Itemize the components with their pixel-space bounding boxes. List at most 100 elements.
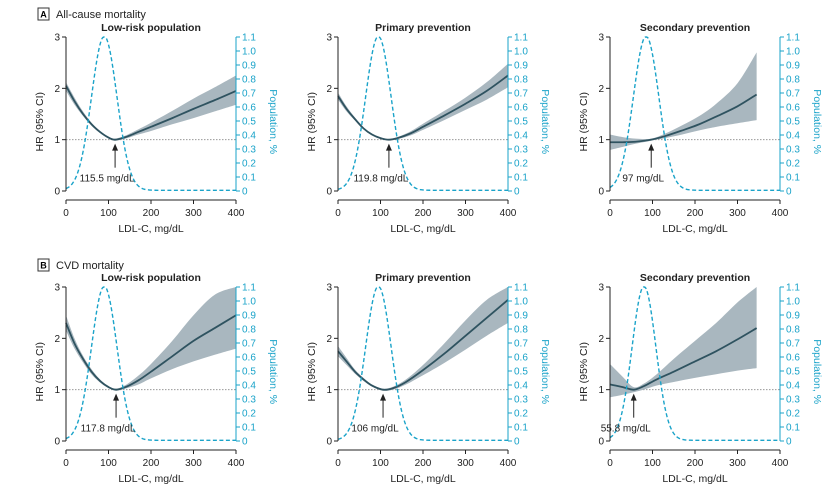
- y-tick-label: 0: [598, 187, 604, 198]
- y2-tick-label: 0.8: [786, 325, 800, 336]
- y-axis-title: HR (95% CI): [34, 342, 46, 402]
- y2-tick-label: 0.7: [786, 339, 800, 350]
- y2-tick-label: 0.9: [786, 61, 800, 72]
- y-tick-label: 2: [598, 84, 604, 95]
- y2-tick-label: 1.0: [786, 297, 800, 308]
- x-tick-label: 100: [100, 458, 117, 469]
- y2-tick-label: 0.5: [242, 367, 256, 378]
- x-tick-label: 0: [335, 458, 341, 469]
- x-tick-label: 300: [457, 208, 474, 219]
- x-tick-label: 0: [63, 458, 69, 469]
- x-tick-label: 100: [372, 208, 389, 219]
- y-axis-title: HR (95% CI): [578, 92, 590, 152]
- nadir-annotation: 97 mg/dL: [622, 174, 664, 185]
- hr-line: [609, 327, 758, 391]
- x-tick-label: 300: [729, 208, 746, 219]
- y2-tick-label: 0: [786, 437, 792, 448]
- y2-tick-label: 0.7: [514, 89, 528, 100]
- y2-tick-label: 0.3: [786, 145, 800, 156]
- ci-band: [610, 287, 757, 398]
- section-a-header: A All-cause mortality: [37, 7, 146, 21]
- population-distribution-line: [65, 36, 236, 191]
- x-tick-label: 200: [143, 208, 160, 219]
- y2-tick-label: 0.2: [514, 159, 528, 170]
- x-tick-label: 0: [63, 208, 69, 219]
- y2-axis-title: Population, %: [539, 89, 551, 154]
- panel-b-secondary-prevention: Secondary prevention 0 1 2 3 HR (95% CI) 0 0.1 0…: [578, 272, 823, 485]
- y2-tick-label: 1.0: [514, 47, 528, 58]
- nadir-arrowhead: [113, 393, 120, 401]
- panel-title: Low-risk population: [101, 22, 201, 34]
- x-tick-label: 400: [228, 458, 245, 469]
- ci-band: [66, 287, 236, 391]
- nadir-arrowhead: [112, 143, 119, 151]
- x-tick-label: 100: [644, 208, 661, 219]
- y-tick-label: 1: [54, 135, 60, 146]
- hr-line: [65, 314, 237, 391]
- y-tick-label: 2: [54, 334, 60, 345]
- x-tick-label: 400: [228, 208, 245, 219]
- x-tick-label: 100: [644, 458, 661, 469]
- y-tick-label: 1: [598, 135, 604, 146]
- y-axis-title: HR (95% CI): [306, 92, 318, 152]
- y2-tick-label: 0.3: [786, 395, 800, 406]
- nadir-arrowhead: [648, 143, 655, 151]
- y2-tick-label: 0.8: [786, 75, 800, 86]
- y2-tick-label: 0.2: [514, 409, 528, 420]
- y2-tick-label: 0.6: [242, 353, 256, 364]
- x-tick-label: 400: [500, 208, 517, 219]
- y2-axis-title: Population, %: [267, 89, 279, 154]
- y2-tick-label: 0.4: [514, 131, 528, 142]
- y2-tick-label: 1.0: [242, 47, 256, 58]
- y2-tick-label: 0.2: [786, 159, 800, 170]
- x-tick-label: 400: [500, 458, 517, 469]
- nadir-annotation: 55.8 mg/dL: [601, 424, 651, 435]
- y-tick-label: 1: [326, 135, 332, 146]
- y-tick-label: 0: [54, 187, 60, 198]
- y2-axis-title: Population, %: [267, 339, 279, 404]
- y2-tick-label: 0: [514, 187, 520, 198]
- y2-tick-label: 0.9: [242, 311, 256, 322]
- y2-tick-label: 0.6: [514, 103, 528, 114]
- y-tick-label: 3: [326, 33, 332, 44]
- x-tick-label: 300: [729, 458, 746, 469]
- y2-tick-label: 1.0: [242, 297, 256, 308]
- section-b-title: CVD mortality: [56, 260, 124, 272]
- y2-tick-label: 0.3: [242, 395, 256, 406]
- section-b-header: B CVD mortality: [37, 258, 124, 272]
- y-tick-label: 3: [326, 283, 332, 294]
- y-tick-label: 2: [326, 84, 332, 95]
- y-tick-label: 3: [598, 33, 604, 44]
- y2-tick-label: 0: [242, 187, 248, 198]
- y2-tick-label: 0.8: [242, 325, 256, 336]
- population-distribution-line: [609, 286, 780, 442]
- y2-tick-label: 0.1: [242, 173, 256, 184]
- y2-tick-label: 1.1: [786, 283, 800, 294]
- nadir-arrowhead: [630, 393, 637, 401]
- y2-tick-label: 0.8: [514, 325, 528, 336]
- x-tick-label: 300: [185, 208, 202, 219]
- ci-band: [338, 63, 508, 141]
- y2-tick-label: 1.1: [242, 33, 256, 44]
- y2-tick-label: 0.1: [786, 173, 800, 184]
- x-tick-label: 200: [415, 208, 432, 219]
- y2-axis-title: Population, %: [811, 89, 823, 154]
- y-axis-title: HR (95% CI): [34, 92, 46, 152]
- y-tick-label: 1: [598, 385, 604, 396]
- x-axis-title: LDL-C, mg/dL: [118, 473, 184, 485]
- y2-tick-label: 0.6: [514, 353, 528, 364]
- panel-a-low-risk-population: Low-risk population 0 1 2 3 HR (95% CI) 0 0.1 0.…: [34, 22, 279, 235]
- y2-tick-label: 0.6: [786, 353, 800, 364]
- y2-tick-label: 0.5: [514, 117, 528, 128]
- x-tick-label: 0: [607, 208, 613, 219]
- y-tick-label: 0: [54, 437, 60, 448]
- y2-tick-label: 0.9: [242, 61, 256, 72]
- y-axis-title: HR (95% CI): [306, 342, 318, 402]
- x-axis-title: LDL-C, mg/dL: [390, 223, 456, 235]
- y2-tick-label: 0.7: [786, 89, 800, 100]
- x-axis-title: LDL-C, mg/dL: [118, 223, 184, 235]
- x-tick-label: 0: [607, 458, 613, 469]
- y-tick-label: 0: [326, 187, 332, 198]
- y-tick-label: 0: [598, 437, 604, 448]
